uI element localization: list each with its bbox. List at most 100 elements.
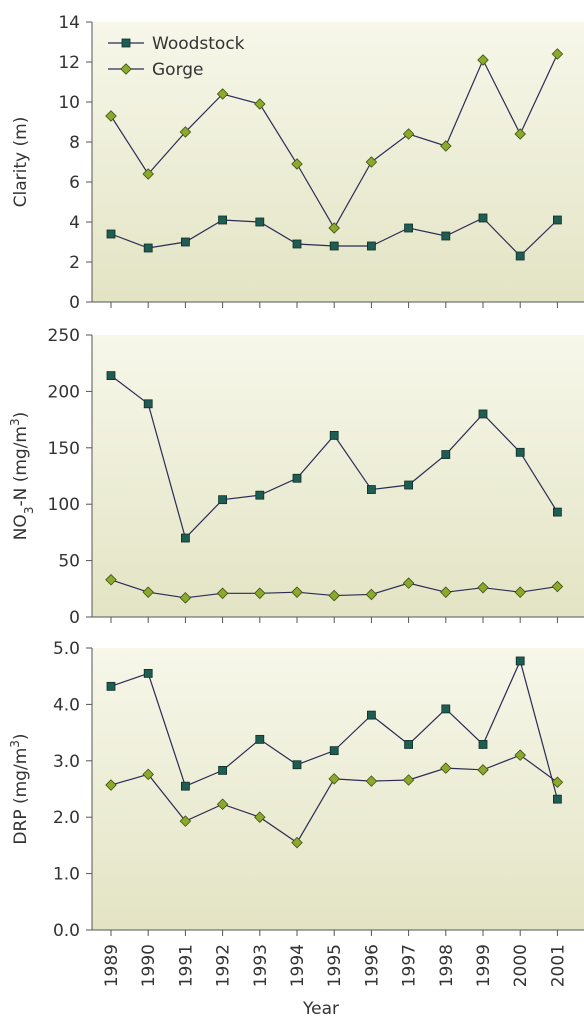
data-point-woodstock [478, 409, 488, 419]
y-tick-label: 5.0 [53, 639, 80, 659]
data-point-woodstock [441, 450, 451, 459]
plot-area [92, 335, 584, 617]
data-point-gorge [142, 168, 154, 180]
x-tick-label: 1994 [288, 944, 308, 987]
data-point-woodstock [553, 215, 562, 225]
data-point-woodstock [329, 746, 339, 756]
data-point-gorge [365, 156, 378, 168]
data-point-gorge [254, 98, 266, 110]
legend-item: Gorge [108, 60, 204, 80]
plot-area [92, 648, 584, 930]
x-tick-label: 1990 [139, 944, 159, 987]
data-point-woodstock [441, 704, 451, 714]
legend-marker [121, 38, 131, 48]
data-point-gorge [179, 126, 192, 138]
data-point-gorge [328, 589, 340, 602]
panel-2: 0 50 100 150 200 250 NO3-N (mg/m3) [8, 326, 584, 628]
data-point-gorge [142, 586, 154, 598]
data-point-woodstock [180, 237, 190, 247]
data-point-woodstock [292, 760, 302, 770]
data-point-gorge [179, 592, 192, 604]
data-point-woodstock [329, 241, 339, 251]
data-point-woodstock [255, 490, 265, 500]
data-point-gorge [440, 140, 452, 152]
data-point-woodstock [404, 223, 414, 233]
data-point-woodstock [218, 495, 228, 505]
data-point-woodstock [515, 656, 525, 666]
data-point-gorge [440, 586, 452, 598]
data-point-woodstock [366, 485, 376, 494]
x-tick-label: 1996 [362, 944, 382, 987]
data-point-gorge [551, 776, 564, 788]
data-point-gorge [365, 588, 378, 601]
y-tick-label: 12 [58, 53, 80, 73]
y-tick-label: 1.0 [53, 865, 80, 885]
y-tick-label: 3.0 [53, 752, 80, 772]
data-point-woodstock [478, 213, 488, 223]
x-tick-label: 2000 [511, 944, 531, 987]
data-point-woodstock [292, 239, 302, 249]
y-tick-label: 4.0 [53, 695, 80, 715]
data-point-woodstock [366, 241, 376, 251]
x-tick-label: 1992 [214, 944, 234, 987]
x-tick-label: 1993 [251, 944, 271, 987]
x-tick-label: 1991 [176, 944, 196, 987]
data-point-woodstock [143, 668, 153, 678]
y-tick-label: 2.0 [53, 808, 80, 828]
data-point-woodstock [218, 215, 228, 225]
data-point-woodstock [180, 781, 190, 791]
data-point-woodstock [553, 507, 562, 517]
y-tick-label: 2 [69, 253, 80, 273]
data-point-gorge [440, 762, 452, 774]
x-tick-label: 1989 [102, 944, 122, 987]
data-point-gorge [254, 811, 266, 823]
data-point-woodstock [553, 794, 562, 804]
data-point-gorge [551, 48, 564, 60]
x-tick-label: 1999 [474, 944, 494, 987]
data-point-gorge [105, 110, 117, 122]
data-point-gorge [551, 580, 564, 593]
data-point-gorge [402, 577, 415, 589]
data-point-woodstock [180, 533, 190, 543]
data-point-woodstock [478, 740, 488, 749]
data-point-gorge [402, 774, 415, 786]
y-tick-label: 200 [48, 382, 80, 402]
y-tick-label: 250 [48, 326, 80, 346]
y-tick-label: 14 [58, 13, 80, 33]
legend-label: Gorge [152, 60, 204, 80]
data-point-woodstock [143, 399, 153, 409]
data-point-woodstock [292, 473, 302, 483]
data-point-woodstock [143, 243, 153, 253]
y-tick-label: 50 [58, 552, 80, 572]
x-tick-label: 2001 [548, 944, 568, 987]
y-tick-label: 100 [48, 495, 80, 515]
data-point-woodstock [515, 447, 525, 457]
data-point-gorge [216, 88, 229, 100]
data-point-woodstock [366, 710, 376, 720]
x-tick-label: 1997 [400, 944, 420, 987]
data-point-woodstock [106, 371, 116, 381]
data-point-woodstock [106, 681, 116, 691]
data-point-woodstock [515, 251, 525, 261]
panel-3: 0.0 1.0 2.0 3.0 4.0 5.0 DRP (mg/m3) 1989 1990 199… [8, 639, 584, 987]
data-point-woodstock [404, 480, 414, 490]
data-point-gorge [402, 128, 415, 140]
data-point-gorge [291, 586, 303, 598]
y-tick-label: 0 [69, 293, 80, 313]
data-point-gorge [328, 773, 340, 785]
x-tick-label: 1995 [325, 944, 345, 987]
y-tick-label: 0 [69, 608, 80, 628]
data-point-gorge [291, 836, 303, 849]
data-point-woodstock [255, 217, 265, 227]
data-point-gorge [514, 586, 526, 598]
data-point-gorge [477, 54, 489, 66]
data-point-gorge [105, 779, 117, 791]
y-axis-title: Clarity (m) [11, 117, 31, 208]
data-point-gorge [365, 775, 378, 787]
data-point-gorge [291, 158, 303, 170]
data-point-gorge [477, 581, 489, 594]
y-tick-label: 10 [58, 93, 80, 113]
data-point-gorge [216, 798, 229, 810]
data-point-gorge [514, 128, 526, 140]
